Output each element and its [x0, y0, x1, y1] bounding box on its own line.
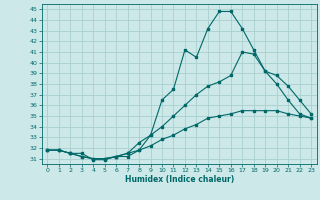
X-axis label: Humidex (Indice chaleur): Humidex (Indice chaleur)	[124, 175, 234, 184]
